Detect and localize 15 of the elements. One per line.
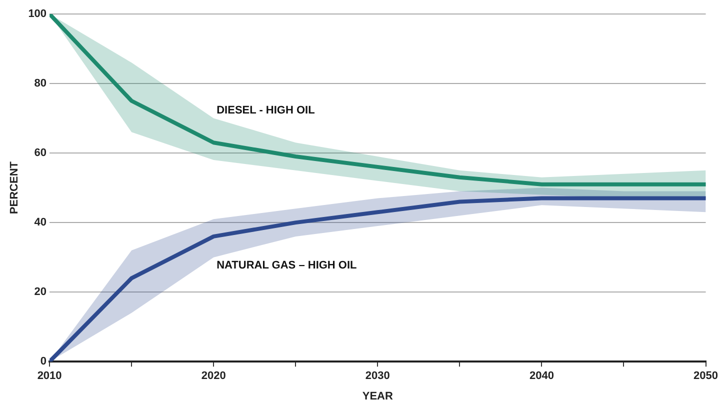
x-tick-label: 2030	[365, 370, 390, 382]
x-tick-label: 2020	[201, 370, 226, 382]
text: DIESEL - HIGH OIL	[216, 104, 316, 117]
y-tick-label: 60	[34, 147, 47, 160]
x-tick-label: 2050	[694, 370, 718, 382]
y-tick-label: 40	[34, 216, 47, 229]
x-tick-label: 2040	[529, 370, 554, 382]
series-label: NATURAL GAS – HIGH OIL	[216, 259, 358, 272]
y-tick-label: 80	[34, 78, 47, 90]
y-tick-label: 0	[40, 356, 47, 368]
x-axis-title: YEAR	[362, 390, 393, 402]
y-axis-title: PERCENT	[8, 161, 21, 214]
y-tick-label: 100	[28, 8, 47, 20]
y-tick-label: 20	[34, 286, 47, 298]
x-tick-label: 2010	[37, 370, 62, 382]
